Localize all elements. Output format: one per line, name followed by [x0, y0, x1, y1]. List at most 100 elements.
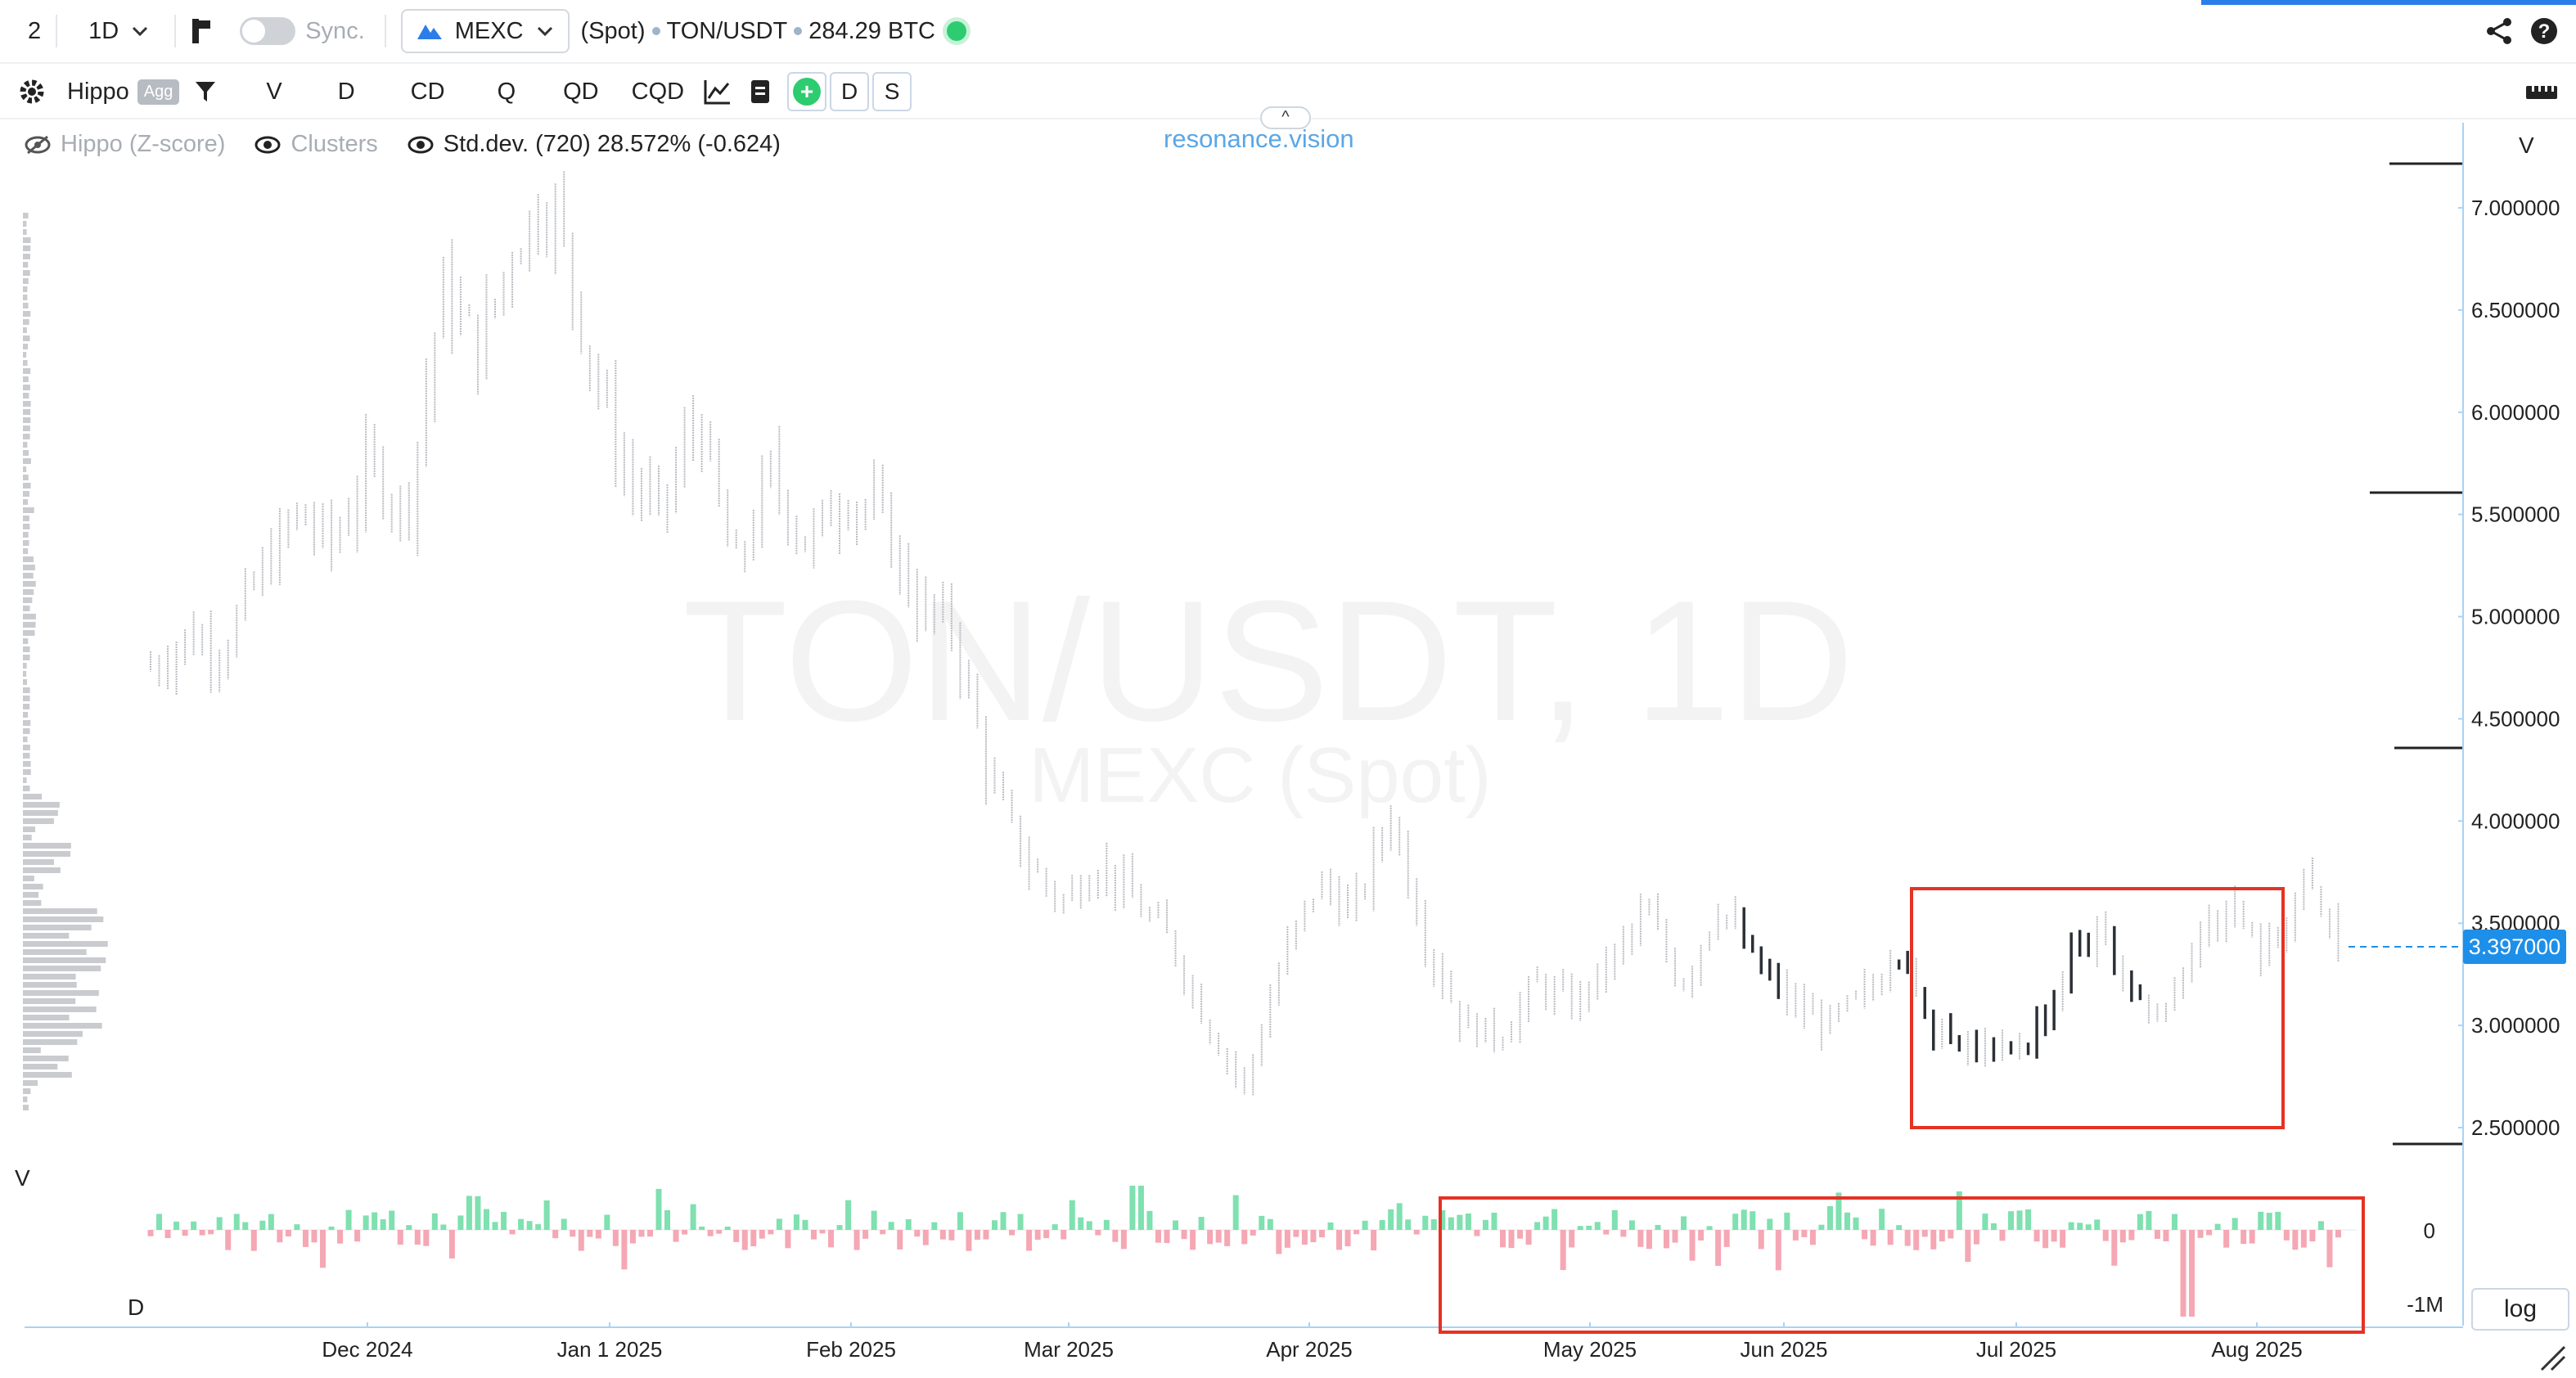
eye-off-icon[interactable]: [25, 135, 51, 155]
volume-bar: [2146, 1210, 2152, 1230]
gear-icon[interactable]: [18, 78, 46, 106]
profile-bar: [23, 213, 29, 218]
volume-bar: [655, 1188, 662, 1230]
volume-bar: [871, 1210, 877, 1230]
exchange-label: MEXC: [454, 17, 524, 44]
volume-bar: [682, 1230, 688, 1235]
profile-bar: [23, 556, 34, 562]
volume-bar: [828, 1230, 835, 1248]
volume-bar: [1224, 1230, 1231, 1246]
indicator-legend: Hippo (Z-score) Clusters Std.dev. (720) …: [25, 131, 810, 158]
tb-button-d[interactable]: D: [338, 79, 355, 106]
volume-bar: [2240, 1230, 2247, 1245]
volume-bar: [277, 1230, 283, 1243]
volume-bar: [423, 1230, 430, 1246]
volume-bar: [983, 1230, 989, 1240]
add-indicator-button[interactable]: +: [787, 72, 827, 111]
price-tick: 4.000000: [2471, 808, 2560, 833]
volume-bar: [1061, 1230, 1067, 1240]
tb-button-qd[interactable]: QD: [563, 79, 599, 106]
log-scale-button[interactable]: log: [2471, 1288, 2569, 1331]
volume-bar: [1448, 1217, 1454, 1230]
volume-bar: [1921, 1230, 1928, 1237]
sync-toggle[interactable]: Sync.: [240, 0, 365, 62]
line-chart-icon[interactable]: [704, 79, 732, 105]
volume-bar: [1474, 1230, 1480, 1236]
filter-icon[interactable]: [194, 79, 217, 104]
volume-bar: [431, 1213, 438, 1230]
volume-bar: [1164, 1230, 1170, 1244]
share-icon[interactable]: [2486, 17, 2514, 45]
box-button-s[interactable]: S: [872, 72, 912, 111]
volume-bar: [414, 1230, 421, 1245]
volume-bar: [931, 1222, 938, 1230]
candles: [150, 171, 2340, 1097]
profile-bar: [23, 655, 30, 660]
symbol-info[interactable]: (Spot) TON/USDT 284.29 BTC: [581, 0, 966, 62]
volume-bar: [2171, 1214, 2177, 1230]
profile-bar: [23, 434, 30, 439]
volume-delta-bars: [147, 1186, 2357, 1317]
profile-bar: [23, 990, 99, 996]
eye-icon[interactable]: [254, 135, 281, 155]
agg-badge: Agg: [137, 79, 180, 105]
profile-bar: [23, 859, 54, 865]
volume-bar: [1215, 1230, 1222, 1243]
drawing-tool-button[interactable]: [191, 0, 212, 62]
eye-icon[interactable]: [408, 135, 434, 155]
indicator-hippo-zscore[interactable]: Hippo (Z-score): [25, 131, 225, 158]
tb-button-cd-label: CD: [410, 78, 445, 105]
profile-bar: [23, 573, 34, 579]
profile-bar: [23, 916, 104, 922]
volume-bar: [1009, 1230, 1016, 1236]
divider: [56, 15, 58, 47]
tb-button-q[interactable]: Q: [498, 79, 516, 106]
volume-bar: [1784, 1212, 1790, 1230]
box-button-d[interactable]: D: [830, 72, 870, 111]
volume-bar: [699, 1226, 705, 1230]
volume-bar: [1439, 1209, 1446, 1230]
tb-button-v[interactable]: V: [266, 79, 281, 106]
exchange-select[interactable]: MEXC: [400, 9, 570, 53]
layout-number[interactable]: 2: [28, 0, 41, 62]
indicator-clusters[interactable]: Clusters: [254, 131, 378, 158]
volume-bar: [1155, 1230, 1161, 1243]
ruler-icon[interactable]: [2525, 83, 2558, 101]
tb-button-cd[interactable]: CD: [411, 79, 445, 106]
volume-bar: [2008, 1211, 2015, 1230]
volume-bar: [1103, 1219, 1110, 1230]
profile-bar: [23, 728, 30, 734]
volume-bar: [1052, 1224, 1058, 1230]
help-icon[interactable]: ?: [2530, 17, 2558, 45]
profile-bar: [23, 908, 97, 914]
resize-handle-icon[interactable]: [2537, 1342, 2569, 1375]
watermark-symbol: TON/USDT, 1D: [682, 565, 1853, 757]
volume-bar: [328, 1226, 335, 1230]
indicator-clusters-label: Clusters: [290, 131, 378, 157]
volume-bar: [2025, 1209, 2032, 1230]
profile-bar: [23, 941, 108, 947]
indicator-select[interactable]: Hippo Agg: [67, 79, 180, 106]
profile-bar: [23, 892, 39, 898]
collapse-toolbar-button[interactable]: ^: [1260, 106, 1311, 129]
volume-bar: [1913, 1230, 1920, 1250]
volume-bar: [164, 1230, 171, 1238]
volume-bar: [1318, 1230, 1325, 1238]
volume-bar: [1379, 1220, 1385, 1230]
volume-bar: [1706, 1226, 1713, 1230]
notes-icon[interactable]: [750, 79, 771, 105]
volume-bar: [173, 1221, 180, 1230]
profile-bar: [23, 736, 28, 742]
time-tick: Jan 1 2025: [557, 1337, 663, 1362]
tb-button-cqd-label: CQD: [631, 78, 685, 105]
volume-bar: [518, 1218, 525, 1230]
indicator-stddev[interactable]: Std.dev. (720) 28.572% (-0.624): [408, 131, 781, 158]
sync-switch[interactable]: [240, 17, 296, 45]
timeframe-select[interactable]: 1D: [88, 0, 150, 62]
time-tick: Jun 2025: [1741, 1337, 1828, 1362]
profile-bar: [23, 794, 43, 799]
volume-bar: [1137, 1186, 1144, 1230]
tb-button-cqd[interactable]: CQD: [632, 79, 684, 106]
volume-bar: [2163, 1230, 2169, 1241]
